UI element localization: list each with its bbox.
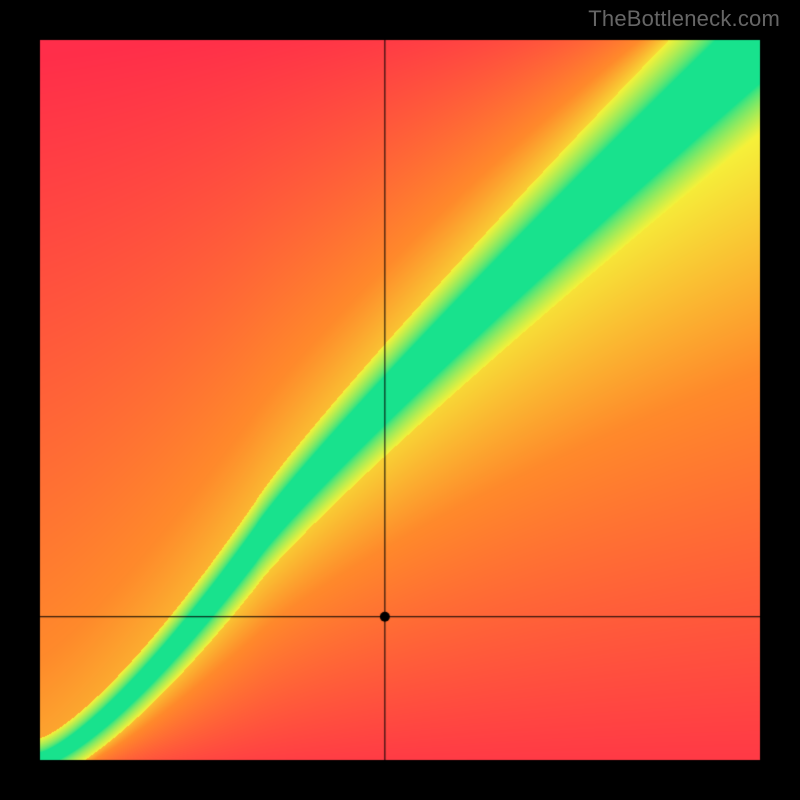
chart-container: TheBottleneck.com [0,0,800,800]
bottleneck-heatmap [0,0,800,800]
watermark-text: TheBottleneck.com [588,6,780,32]
